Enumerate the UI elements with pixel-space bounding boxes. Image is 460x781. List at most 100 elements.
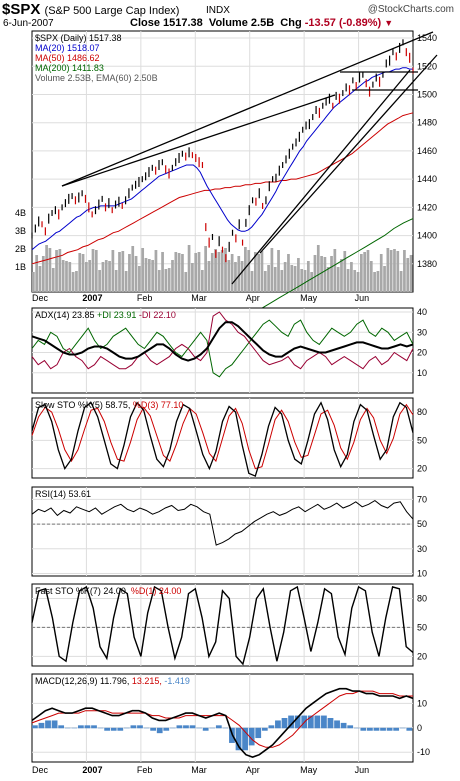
volume-bar xyxy=(118,252,121,292)
volume-bar xyxy=(253,252,257,292)
macd-histogram-bar xyxy=(294,715,301,729)
macd-histogram-bar xyxy=(137,725,143,729)
macd-histogram-bar xyxy=(268,725,275,729)
macd-panel xyxy=(31,673,414,763)
adx-legend: ADX(14) 23.85 +DI 23.91 -DI 22.10 xyxy=(35,310,176,320)
volume-bar xyxy=(323,257,327,292)
macd-histogram-bar xyxy=(347,725,354,729)
volume-bar xyxy=(310,272,314,292)
macd-histogram-bar xyxy=(393,727,400,731)
volume-bar xyxy=(134,256,138,292)
volume-bar xyxy=(376,271,380,292)
macd-histogram-bar xyxy=(255,727,262,739)
volume-bar xyxy=(65,261,68,292)
macd-histogram-bar xyxy=(189,725,196,729)
macd-histogram-bar xyxy=(222,727,229,729)
volume-bar xyxy=(263,271,267,292)
volume-bar xyxy=(38,266,42,292)
macd-histogram-bar xyxy=(248,727,255,746)
volume-bar xyxy=(409,255,413,292)
volume-bar xyxy=(350,262,353,292)
volume-bar xyxy=(359,254,363,292)
slow-sto-legend: Slow STO %K(5) 58.75, %D(3) 77.10 xyxy=(35,400,183,410)
x-axis-label: May xyxy=(300,293,318,303)
volume-bar xyxy=(147,259,151,292)
date-label: 6-Jun-2007 xyxy=(3,18,54,29)
volume-bar xyxy=(234,262,237,292)
y-tick-label: 30 xyxy=(417,327,427,337)
volume-bar xyxy=(184,272,188,292)
volume-bar xyxy=(91,249,95,292)
macd-histogram-bar xyxy=(84,725,91,729)
plus-di-line xyxy=(31,319,414,378)
volume-bar xyxy=(75,271,78,292)
volume-bar xyxy=(78,253,82,292)
volume-bar xyxy=(81,254,85,292)
adx-panel xyxy=(31,307,414,394)
volume-bar xyxy=(333,249,337,292)
volume-bar xyxy=(260,251,264,292)
volume-bar xyxy=(270,248,274,292)
volume-bar xyxy=(316,245,320,292)
macd-histogram-bar xyxy=(340,722,347,729)
y-tick-label: 50 xyxy=(417,519,427,529)
x-axis-label: May xyxy=(300,765,318,775)
y-tick-label: 70 xyxy=(417,494,427,504)
volume-bar xyxy=(247,250,251,292)
volume-bar xyxy=(88,260,92,292)
macd-line xyxy=(31,687,414,758)
volume-bar xyxy=(68,262,72,292)
slow-sto-k-line xyxy=(31,401,414,477)
volume-bar xyxy=(224,248,227,292)
volume-bar xyxy=(267,265,270,292)
volume-bar xyxy=(108,261,111,292)
volume-bar xyxy=(297,258,300,292)
rsi-line xyxy=(31,499,414,546)
volume-bar xyxy=(383,266,386,292)
volume-bar xyxy=(187,245,191,292)
volume-bar xyxy=(85,262,88,292)
volume-tick-label: 4B xyxy=(15,208,26,218)
macd-histogram-bar xyxy=(314,715,321,729)
macd-histogram-bar xyxy=(130,725,137,729)
macd-histogram-bar xyxy=(117,727,124,731)
volume-bar xyxy=(217,252,221,292)
macd-histogram-bar xyxy=(353,727,360,729)
macd-histogram-bar xyxy=(360,727,367,731)
volume-bar xyxy=(101,262,105,292)
ticker-title: $SPX (S&P 500 Large Cap Index) xyxy=(2,1,180,18)
volume-bar xyxy=(343,251,347,292)
volume-bar xyxy=(55,250,58,292)
macd-histogram-bar xyxy=(235,727,242,751)
macd-histogram-bar xyxy=(176,725,183,729)
volume-bar xyxy=(393,249,396,292)
macd-histogram-bar xyxy=(64,727,71,729)
volume-bar xyxy=(61,260,65,292)
x-axis-label: Feb xyxy=(137,765,153,775)
macd-histogram-bar xyxy=(45,720,51,729)
quote-line: Close 1517.38 Volume 2.5B Chg -13.57 (-0… xyxy=(130,17,394,29)
volume-bar xyxy=(373,272,376,292)
macd-histogram-bar xyxy=(209,727,216,729)
down-arrow-icon: ▼ xyxy=(384,18,394,28)
volume-bar xyxy=(174,252,178,292)
macd-histogram-bar xyxy=(242,727,248,751)
volume-bar xyxy=(124,271,128,292)
y-tick-label: 1440 xyxy=(417,174,437,184)
minus-di-line xyxy=(31,311,414,370)
macd-histogram-bar xyxy=(288,715,294,729)
volume-bar xyxy=(386,248,390,292)
volume-bar xyxy=(237,256,241,292)
volume-bar xyxy=(128,254,131,292)
volume-bar xyxy=(131,246,135,292)
macd-histogram-bar xyxy=(51,720,58,729)
macd-histogram-bar xyxy=(91,725,97,729)
volume-bar xyxy=(230,254,234,292)
credit-label[interactable]: @StockCharts.com xyxy=(367,4,454,15)
volume-bar xyxy=(98,270,101,292)
y-tick-label: 20 xyxy=(417,651,427,661)
macd-histogram-bar xyxy=(406,727,413,731)
macd-histogram-bar xyxy=(156,727,163,734)
volume-bar xyxy=(313,255,317,292)
